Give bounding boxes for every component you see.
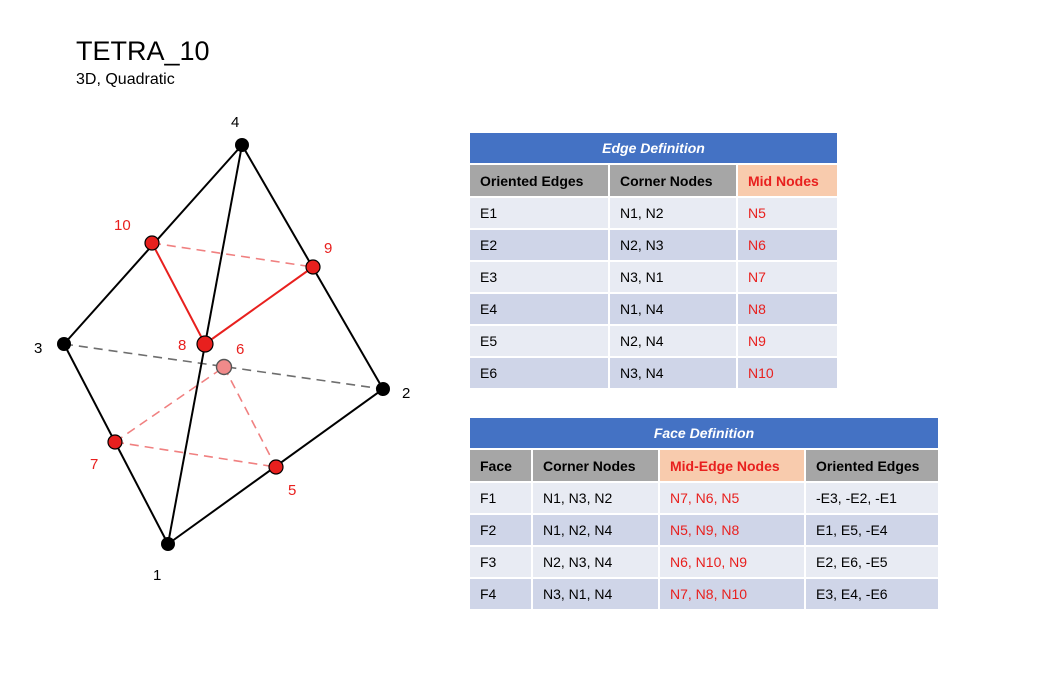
node-label-9: 9	[324, 240, 332, 257]
mid-node-5	[268, 459, 284, 475]
mid-edge-6-5	[223, 366, 277, 468]
mid-node-7	[107, 434, 123, 450]
face-cell: F3	[468, 545, 533, 579]
face-cell: N2, N3, N4	[531, 545, 660, 579]
table-row: F4 N3, N1, N4 N7, N8, N10 E3, E4, -E6	[468, 577, 940, 611]
mid-edge-10-9	[151, 242, 314, 268]
face-cell: N6, N10, N9	[658, 545, 806, 579]
node-label-8: 8	[178, 337, 186, 354]
face-cell: N7, N8, N10	[658, 577, 806, 611]
face-definition-table: Face Definition Face Corner Nodes Mid-Ed…	[468, 416, 940, 611]
edge-cell: E3	[468, 260, 610, 294]
face-cell: N1, N3, N2	[531, 481, 660, 515]
table-row: E5 N2, N4 N9	[468, 324, 839, 358]
face-cell: E2, E6, -E5	[804, 545, 940, 579]
face-cell: F2	[468, 513, 533, 547]
mid-node-6	[215, 358, 233, 376]
face-cell: E1, E5, -E4	[804, 513, 940, 547]
mid-node-8	[196, 335, 214, 353]
face-cell: N1, N2, N4	[531, 513, 660, 547]
corner-node-4	[235, 138, 249, 152]
face-col-mid-edge-nodes: Mid-Edge Nodes	[658, 448, 806, 483]
face-cell: N7, N6, N5	[658, 481, 806, 515]
edge-definition-table: Edge Definition Oriented Edges Corner No…	[468, 131, 839, 390]
edge-col-oriented-edges: Oriented Edges	[468, 163, 610, 198]
page-subtitle: 3D, Quadratic	[76, 71, 175, 88]
edge-col-mid-nodes: Mid Nodes	[736, 163, 839, 198]
page-title: TETRA_10	[76, 36, 210, 66]
edge-cell: E2	[468, 228, 610, 262]
edge-cell: N3, N1	[608, 260, 738, 294]
face-table-title: Face Definition	[468, 416, 940, 450]
edge-col-corner-nodes: Corner Nodes	[608, 163, 738, 198]
face-cell: E3, E4, -E6	[804, 577, 940, 611]
table-row: E4 N1, N4 N8	[468, 292, 839, 326]
edge-cell: N1, N4	[608, 292, 738, 326]
mid-edge-7-5	[114, 441, 277, 468]
corner-node-3	[57, 337, 71, 351]
mid-edge-8-9	[204, 266, 314, 345]
table-row: E6 N3, N4 N10	[468, 356, 839, 390]
node-label-5: 5	[288, 482, 296, 499]
edge-cell: N10	[736, 356, 839, 390]
face-col-corner-nodes: Corner Nodes	[531, 448, 660, 483]
face-cell: N5, N9, N8	[658, 513, 806, 547]
mid-node-9	[305, 259, 321, 275]
face-cell: N3, N1, N4	[531, 577, 660, 611]
face-cell: -E3, -E2, -E1	[804, 481, 940, 515]
table-row: E3 N3, N1 N7	[468, 260, 839, 294]
mid-edge-10-8	[151, 242, 206, 345]
node-label-3: 3	[34, 340, 42, 357]
edge-cell: N7	[736, 260, 839, 294]
table-row: E1 N1, N2 N5	[468, 196, 839, 230]
edge-cell: N8	[736, 292, 839, 326]
node-label-6: 6	[236, 341, 244, 358]
edge-cell: N5	[736, 196, 839, 230]
edge-table-title: Edge Definition	[468, 131, 839, 165]
edge-cell: N1, N2	[608, 196, 738, 230]
node-label-4: 4	[231, 114, 239, 131]
node-label-7: 7	[90, 456, 98, 473]
node-label-2: 2	[402, 385, 410, 402]
edge-cell: N6	[736, 228, 839, 262]
table-row: F3 N2, N3, N4 N6, N10, N9 E2, E6, -E5	[468, 545, 940, 579]
edge-cell: N9	[736, 324, 839, 358]
edge-cell: E6	[468, 356, 610, 390]
face-cell: F1	[468, 481, 533, 515]
edge-cell: N3, N4	[608, 356, 738, 390]
mid-edge-7-6	[114, 366, 225, 443]
edge-cell: N2, N4	[608, 324, 738, 358]
table-row: E2 N2, N3 N6	[468, 228, 839, 262]
tetra-diagram: 1 2 3 4 5 6 7 8 9 10	[34, 114, 410, 584]
edge-3-2-hidden	[63, 343, 384, 390]
node-label-10: 10	[114, 217, 131, 234]
corner-node-1	[161, 537, 175, 551]
face-cell: F4	[468, 577, 533, 611]
node-label-1: 1	[153, 567, 161, 584]
face-col-oriented-edges: Oriented Edges	[804, 448, 940, 483]
edge-cell: E4	[468, 292, 610, 326]
edge-cell: E1	[468, 196, 610, 230]
table-row: F2 N1, N2, N4 N5, N9, N8 E1, E5, -E4	[468, 513, 940, 547]
face-col-face: Face	[468, 448, 533, 483]
mid-node-10	[144, 235, 160, 251]
edge-cell: E5	[468, 324, 610, 358]
table-row: F1 N1, N3, N2 N7, N6, N5 -E3, -E2, -E1	[468, 481, 940, 515]
corner-node-2	[376, 382, 390, 396]
edge-cell: N2, N3	[608, 228, 738, 262]
